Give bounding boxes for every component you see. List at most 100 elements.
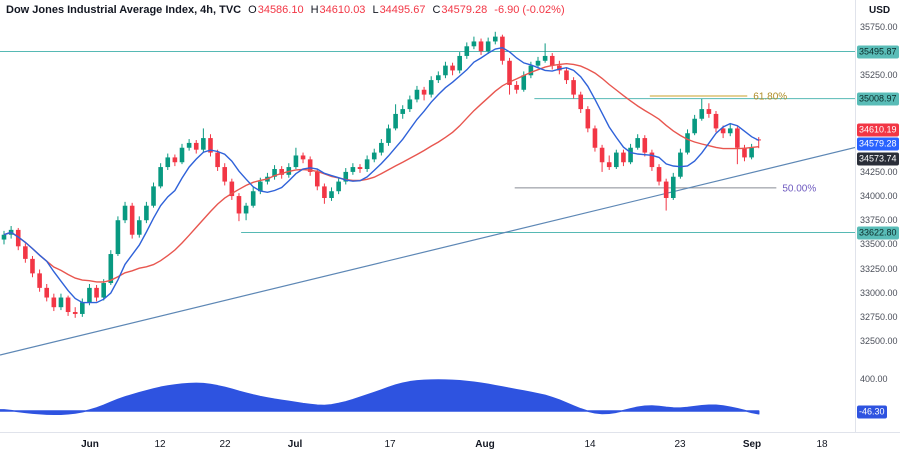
candle [165, 157, 171, 168]
open-value: 34586.10 [257, 4, 304, 16]
candle [222, 167, 228, 182]
candle [37, 273, 42, 288]
price-tag: 33622.80 [857, 226, 899, 239]
candle [628, 147, 633, 163]
symbol-title[interactable]: Dow Jones Industrial Average Index, 4h, … [6, 4, 242, 16]
price-tick-label: 33500.00 [860, 239, 898, 250]
legend: Dow Jones Industrial Average Index, 4h, … [6, 4, 565, 16]
candle [521, 75, 527, 90]
candle [158, 167, 163, 187]
price-tag: 35008.97 [857, 92, 899, 106]
candle [485, 41, 491, 52]
candle [65, 297, 71, 313]
candle [87, 287, 92, 303]
candle [635, 138, 640, 148]
candle [450, 65, 455, 71]
fib-level-label: 61.80% [753, 92, 787, 103]
candle [749, 147, 754, 158]
candle [492, 36, 498, 42]
candle [293, 155, 299, 168]
time-label: 14 [584, 439, 596, 450]
time-label: Jul [287, 439, 303, 450]
close-label: C [432, 4, 441, 16]
candle [571, 80, 576, 95]
candle [393, 113, 398, 129]
candle [642, 138, 648, 153]
candle [407, 99, 413, 110]
candle [51, 297, 57, 308]
candle [564, 70, 569, 81]
candle [528, 65, 534, 76]
candle [208, 138, 213, 153]
price-axis[interactable]: USD 35750.00 35250.00 34250.00 34000.00 3375… [855, 0, 900, 432]
price-tag: -46.30 [857, 405, 887, 419]
candle [742, 147, 747, 158]
candle [421, 89, 427, 95]
candle [713, 113, 719, 129]
change-value: -6.90 (-0.02%) [494, 4, 565, 16]
trendline[interactable] [0, 146, 860, 356]
candle [258, 181, 263, 192]
candle [144, 205, 149, 221]
candle [656, 167, 662, 182]
candle [663, 181, 669, 198]
candle [557, 65, 562, 71]
candle [115, 220, 121, 255]
candle [336, 181, 341, 192]
candle [414, 89, 420, 100]
candle [614, 152, 619, 168]
candle [699, 109, 705, 119]
candle [720, 128, 726, 134]
candle [193, 142, 199, 150]
price-tag: 34573.74 [857, 152, 899, 166]
price-tag: 35495.87 [857, 45, 899, 59]
plot-area: 61.80% 50.00% [0, 31, 860, 416]
time-label: Aug [475, 439, 495, 450]
time-axis[interactable]: Jun 12 22 Jul 17 Aug 14 23 Sep 18 [0, 432, 900, 457]
candle [471, 41, 477, 47]
candle [30, 258, 35, 274]
candle [101, 283, 106, 298]
candle [585, 109, 591, 129]
ma-slow-line [3, 62, 759, 283]
candle [542, 55, 548, 61]
fib-level-label: 50.00% [782, 183, 816, 194]
ohlc-high: H 34610.03 [311, 4, 366, 16]
ohlc-open: O 34586.10 [248, 4, 303, 16]
low-value: 34495.67 [379, 4, 426, 16]
candle [108, 254, 114, 284]
candle [1, 234, 7, 240]
time-label: Sep [742, 439, 762, 450]
candle [735, 128, 740, 148]
candle [250, 191, 256, 206]
ma-fast-line [3, 46, 760, 304]
candle [535, 60, 541, 66]
time-label: 18 [816, 439, 828, 450]
candle [300, 155, 306, 160]
oscillator-area [0, 379, 760, 416]
candle [201, 138, 206, 150]
time-label: 12 [154, 439, 166, 450]
time-label: 23 [674, 439, 686, 450]
candle [129, 205, 135, 235]
candle [500, 36, 505, 61]
candle [649, 152, 655, 168]
price-tick-label: 33750.00 [860, 215, 898, 226]
candle [727, 128, 733, 134]
candle [578, 94, 584, 110]
candle [151, 186, 156, 206]
candle [606, 162, 612, 168]
time-label: Jun [81, 439, 99, 450]
candle [243, 205, 249, 214]
candle [122, 205, 128, 221]
candle [379, 142, 384, 153]
candle [457, 55, 462, 71]
ohlc-close: C 34579.28 [432, 4, 487, 16]
price-tick-label: 32500.00 [860, 336, 898, 346]
candle [58, 297, 64, 308]
candle [15, 229, 21, 247]
candle [692, 118, 697, 134]
currency-label[interactable]: USD [869, 5, 891, 16]
